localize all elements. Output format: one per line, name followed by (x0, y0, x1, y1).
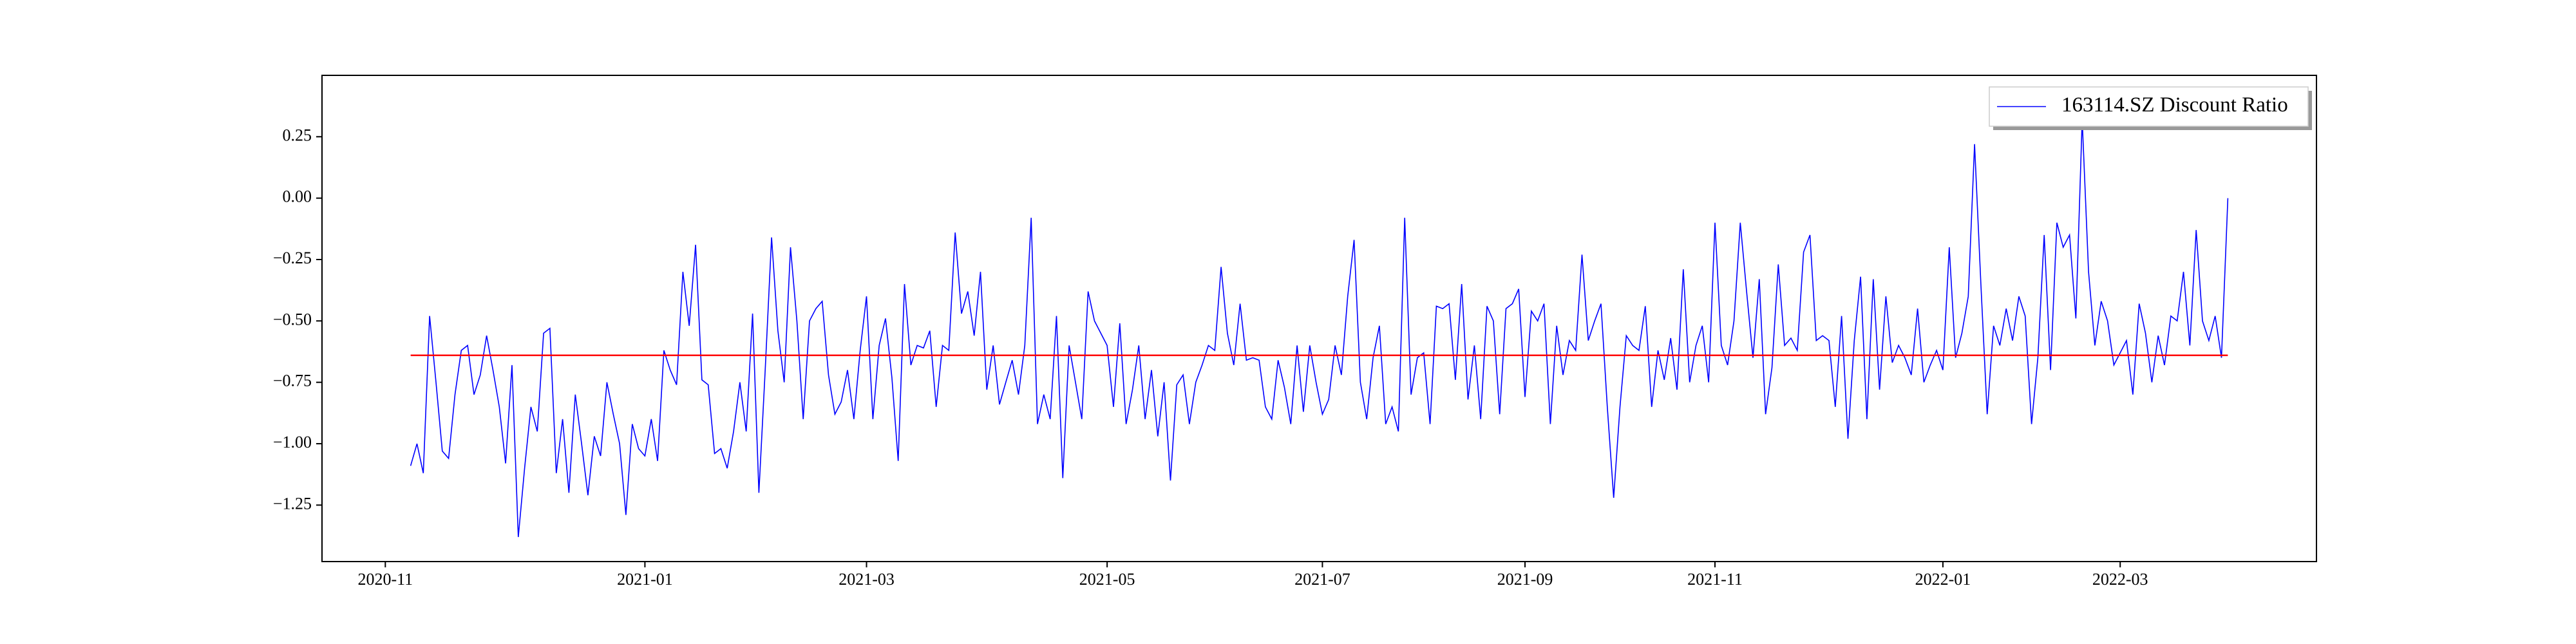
x-tick-label: 2021-09 (1497, 570, 1553, 589)
plot-frame (321, 75, 2317, 562)
x-tick-label: 2021-11 (1687, 570, 1743, 589)
y-tick-label: −1.00 (273, 433, 312, 451)
data-line (410, 119, 2229, 537)
x-tick-label: 2020-11 (357, 570, 413, 589)
x-tick-label: 2022-01 (1915, 570, 1971, 589)
y-tick-label: 0.25 (283, 126, 312, 144)
y-tick-label: −0.75 (273, 372, 312, 390)
y-tick-label: −0.50 (273, 310, 312, 328)
legend-label: 163114.SZ Discount Ratio (2061, 93, 2288, 117)
x-tick-label: 2021-07 (1294, 570, 1350, 589)
x-tick-label: 2021-05 (1079, 570, 1135, 589)
x-tick-label: 2022-03 (2092, 570, 2148, 589)
y-tick-label: 0.00 (283, 187, 312, 206)
x-tick-label: 2021-01 (617, 570, 673, 589)
y-tick-label: −0.25 (273, 249, 312, 267)
y-tick-label: −1.25 (273, 494, 312, 513)
x-tick-label: 2021-03 (838, 570, 895, 589)
